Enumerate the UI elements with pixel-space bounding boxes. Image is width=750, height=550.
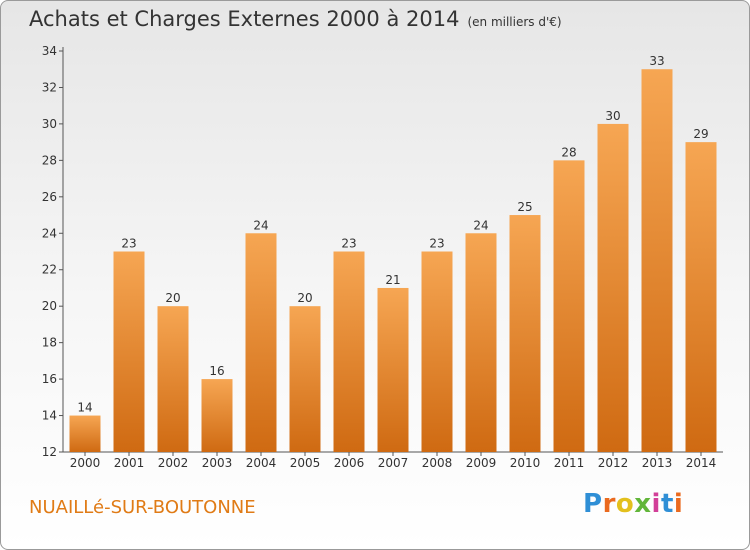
bar — [157, 306, 189, 452]
x-tick-label: 2001 — [114, 456, 145, 470]
bar — [465, 233, 497, 452]
commune-name: NUAILLé-SUR-BOUTONNE — [29, 497, 256, 518]
data-label: 23 — [341, 237, 356, 251]
data-label: 20 — [297, 291, 312, 305]
y-tick-label: 30 — [42, 117, 57, 131]
axes: 12 14 16 18 20 22 24 26 28 30 32 34 2000 2001 2002 2003… — [42, 44, 723, 470]
x-tick-label: 2012 — [598, 456, 629, 470]
x-tick-label: 2009 — [466, 456, 497, 470]
chart-title: Achats et Charges Externes 2000 à 2014 (e… — [29, 7, 562, 31]
data-label: 21 — [385, 273, 400, 287]
x-tick-label: 2004 — [246, 456, 277, 470]
data-label: 29 — [693, 127, 708, 141]
logo-letter: t — [660, 489, 674, 519]
y-tick-label: 12 — [42, 445, 57, 459]
data-label: 23 — [121, 237, 136, 251]
x-tick-label: 2011 — [554, 456, 585, 470]
bar — [69, 415, 101, 452]
x-tick-label: 2014 — [686, 456, 717, 470]
logo-letter: P — [583, 489, 603, 519]
bars: 14 23 20 16 24 20 23 21 23 24 25 28 30 33 29 — [69, 54, 717, 453]
bar — [685, 142, 717, 453]
logo-letter: i — [651, 489, 661, 519]
logo-letter: x — [634, 489, 652, 519]
x-tick-label: 2013 — [642, 456, 673, 470]
proxiti-logo: Proxiti — [583, 489, 683, 519]
x-tick-label: 2000 — [70, 456, 101, 470]
x-tick-label: 2010 — [510, 456, 541, 470]
data-label: 33 — [649, 54, 664, 68]
bar — [377, 287, 409, 452]
logo-letter: o — [615, 489, 635, 519]
bar — [641, 69, 673, 453]
data-label: 24 — [253, 218, 268, 232]
y-tick-label: 16 — [42, 372, 57, 386]
bar — [597, 123, 629, 452]
y-tick-label: 32 — [42, 80, 57, 94]
x-tick-label: 2007 — [378, 456, 409, 470]
y-tick-label: 28 — [42, 153, 57, 167]
y-tick-label: 34 — [42, 44, 57, 58]
logo-letter: i — [673, 489, 684, 519]
bar — [201, 379, 233, 452]
x-tick-label: 2005 — [290, 456, 321, 470]
bar — [421, 251, 453, 452]
unit-label: (en milliers d'€) — [467, 15, 562, 29]
data-label: 23 — [429, 237, 444, 251]
x-tick-label: 2008 — [422, 456, 453, 470]
x-tick-label: 2006 — [334, 456, 365, 470]
y-tick-label: 20 — [42, 299, 57, 313]
data-label: 20 — [165, 291, 180, 305]
data-label: 24 — [473, 218, 488, 232]
bar — [553, 160, 585, 452]
data-label: 25 — [517, 200, 532, 214]
bar — [289, 306, 321, 452]
bar — [245, 233, 277, 452]
title-text: Achats et Charges Externes 2000 à 2014 — [29, 7, 460, 31]
x-tick-label: 2002 — [158, 456, 189, 470]
y-tick-label: 22 — [42, 263, 57, 277]
y-tick-label: 18 — [42, 336, 57, 350]
data-label: 14 — [77, 401, 92, 415]
data-label: 16 — [209, 364, 224, 378]
data-label: 28 — [561, 145, 576, 159]
x-tick-label: 2003 — [202, 456, 233, 470]
y-tick-label: 14 — [42, 409, 57, 423]
y-tick-label: 24 — [42, 226, 57, 240]
bar — [509, 215, 541, 452]
bar — [333, 251, 365, 452]
y-tick-label: 26 — [42, 190, 57, 204]
logo-letter: r — [602, 489, 616, 519]
data-label: 30 — [605, 109, 620, 123]
bar — [113, 251, 145, 452]
